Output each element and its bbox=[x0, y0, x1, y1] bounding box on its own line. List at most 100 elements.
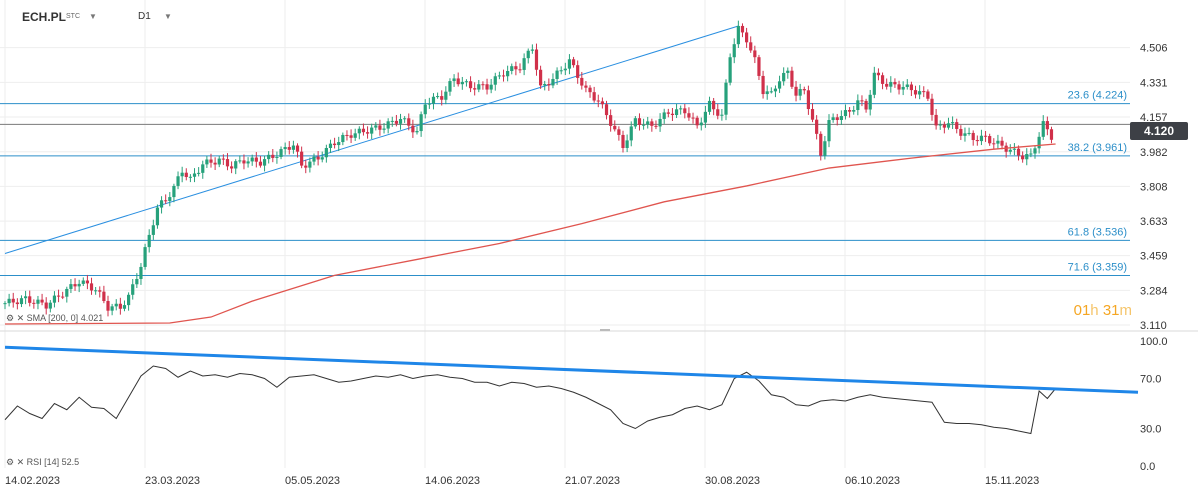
candle-bull bbox=[77, 283, 81, 287]
candle-bear bbox=[230, 166, 234, 169]
candle-bear bbox=[596, 100, 600, 102]
candle-bear bbox=[971, 132, 975, 141]
candle-bear bbox=[876, 72, 881, 76]
candle-bear bbox=[810, 109, 815, 120]
sma-icons[interactable]: ⚙ ✕ bbox=[6, 313, 25, 323]
timeframe[interactable]: D1 bbox=[138, 11, 151, 22]
price-trendline bbox=[4, 25, 739, 254]
candle-bear bbox=[670, 113, 675, 116]
candle-bear bbox=[934, 114, 938, 126]
candle-bear bbox=[258, 161, 263, 166]
candle-bull bbox=[642, 124, 646, 126]
fib-level-label: 38.2 (3.961) bbox=[1068, 142, 1127, 154]
candle-bear bbox=[1045, 121, 1049, 130]
candle-bull bbox=[337, 142, 341, 146]
candle-bull bbox=[843, 110, 848, 117]
candle-bull bbox=[530, 49, 534, 51]
candle-bear bbox=[473, 88, 477, 90]
candle-bear bbox=[349, 135, 353, 138]
candle-bull bbox=[328, 143, 333, 148]
pane-resize-handle bbox=[600, 329, 610, 331]
candle-bull bbox=[127, 294, 131, 306]
candle-bull bbox=[48, 302, 52, 309]
candle-bear bbox=[15, 302, 19, 305]
rsi-icons[interactable]: ⚙ ✕ bbox=[6, 457, 25, 467]
rsi-trendline bbox=[4, 345, 1139, 394]
candle-bear bbox=[440, 96, 444, 100]
candle-bear bbox=[514, 66, 518, 70]
candle-bear bbox=[609, 115, 613, 126]
candle-bull bbox=[769, 91, 773, 93]
candle-bull bbox=[786, 70, 790, 73]
candle-bull bbox=[7, 298, 11, 304]
fib-level-label: 71.6 (3.359) bbox=[1068, 262, 1127, 274]
candle-bull bbox=[172, 185, 176, 198]
candle-bear bbox=[650, 121, 654, 126]
candle-bull bbox=[1033, 148, 1037, 154]
candle-bull bbox=[967, 132, 971, 134]
candle-bull bbox=[448, 81, 452, 92]
candle-bull bbox=[522, 58, 526, 70]
candle-bear bbox=[621, 134, 625, 149]
candle-bear bbox=[300, 151, 304, 166]
candle-bull bbox=[543, 84, 547, 86]
candle-bear bbox=[885, 83, 889, 87]
candle-bear bbox=[118, 303, 122, 309]
candle-bear bbox=[745, 32, 749, 43]
candle-bear bbox=[880, 75, 885, 84]
price-tick-label: 3.459 bbox=[1140, 251, 1168, 263]
candle-bull bbox=[979, 135, 984, 142]
sma-indicator-label[interactable]: ⚙ ✕ SMA [200, 0] 4.021 bbox=[6, 313, 103, 324]
candle-bull bbox=[94, 290, 98, 292]
candle-bear bbox=[753, 50, 757, 58]
candle-bull bbox=[217, 158, 221, 165]
price-tick-label: 3.110 bbox=[1140, 320, 1167, 332]
candle-bear bbox=[73, 284, 77, 287]
price-tick-label: 4.506 bbox=[1140, 43, 1168, 55]
fib-level-label: 61.8 (3.536) bbox=[1068, 226, 1127, 238]
candle-bear bbox=[592, 92, 596, 101]
candle-bear bbox=[98, 290, 102, 292]
candle-bear bbox=[740, 25, 745, 33]
candle-bull bbox=[489, 84, 493, 90]
candle-bear bbox=[860, 100, 864, 102]
time-tick-label: 14.02.2023 bbox=[5, 475, 60, 487]
candle-bear bbox=[333, 143, 337, 146]
candle-bull bbox=[497, 75, 501, 77]
candle-bear bbox=[794, 86, 798, 96]
candle-bull bbox=[1029, 153, 1033, 155]
candle-bull bbox=[205, 159, 209, 165]
candle-bear bbox=[534, 49, 539, 70]
candle-bear bbox=[683, 108, 687, 114]
candle-bear bbox=[89, 283, 94, 291]
candle-bear bbox=[988, 136, 992, 144]
candle-bull bbox=[398, 118, 403, 124]
candle-bull bbox=[732, 44, 736, 58]
timeframe-dropdown-icon[interactable]: ▼ bbox=[164, 12, 172, 21]
candle-bear bbox=[806, 90, 810, 110]
symbol-name[interactable]: ECH.PL bbox=[22, 10, 67, 24]
candle-bear bbox=[942, 124, 946, 128]
candle-bear bbox=[815, 119, 819, 134]
candle-bull bbox=[625, 140, 629, 149]
candle-bear bbox=[254, 157, 258, 162]
candle-bull bbox=[419, 114, 423, 132]
candle-bull bbox=[872, 72, 876, 95]
rsi-indicator-label[interactable]: ⚙ ✕ RSI [14] 52.5 bbox=[6, 457, 79, 468]
candle-bear bbox=[588, 87, 592, 93]
symbol-dropdown-icon[interactable]: ▼ bbox=[89, 12, 97, 21]
candle-bull bbox=[852, 110, 856, 112]
candle-bear bbox=[271, 154, 275, 158]
current-price-badge: 4.120 bbox=[1130, 122, 1188, 140]
candle-timer: 01h 31m bbox=[1074, 302, 1132, 319]
candle-bull bbox=[551, 78, 555, 86]
sma-name: SMA [200, 0] bbox=[26, 313, 79, 323]
candle-bull bbox=[918, 91, 922, 95]
candle-bear bbox=[164, 200, 168, 202]
candle-bear bbox=[184, 172, 188, 178]
candle-bear bbox=[378, 125, 382, 130]
candle-bull bbox=[320, 157, 324, 160]
candle-bull bbox=[938, 124, 942, 126]
